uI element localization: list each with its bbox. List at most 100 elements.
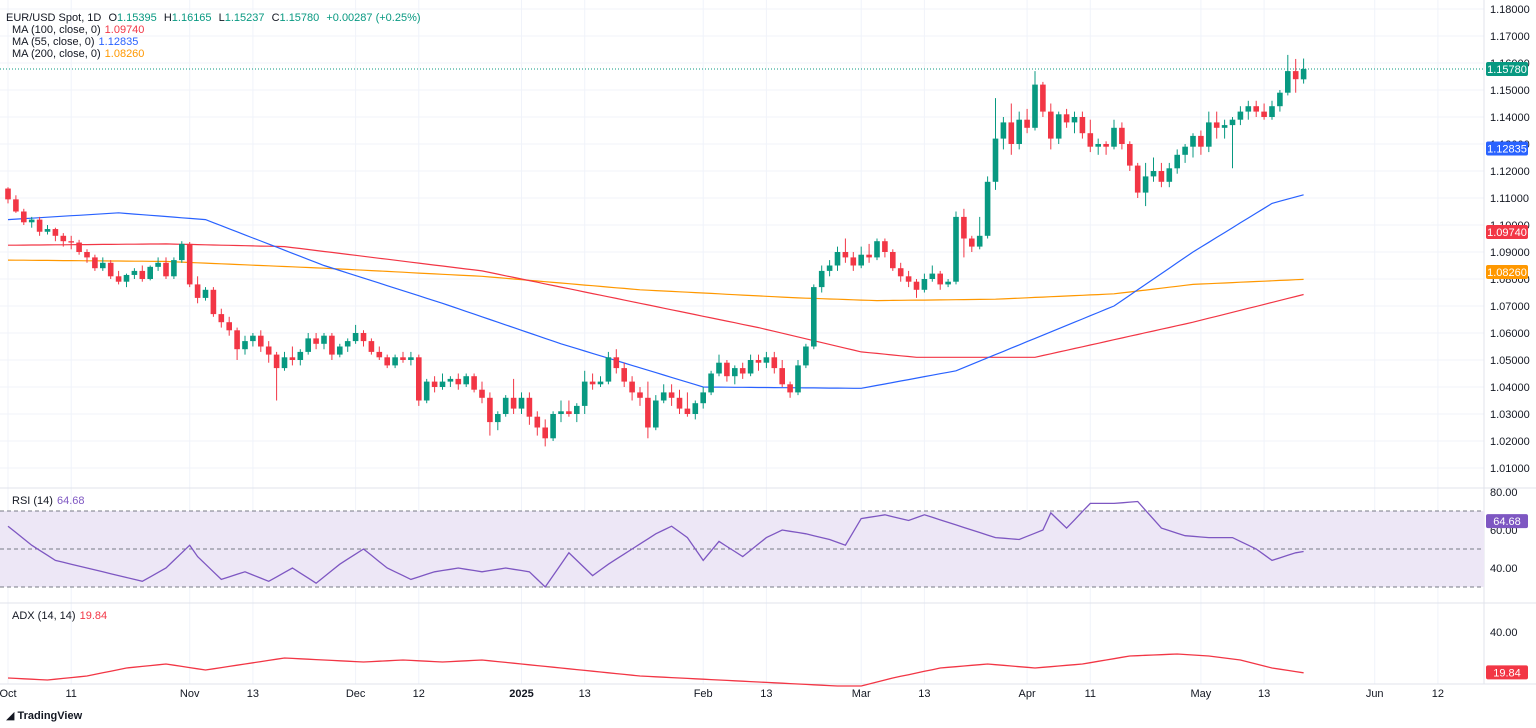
candle-body: [281, 357, 288, 369]
change-value: +0.00287 (+0.25%): [326, 12, 421, 24]
ma55-legend: MA (55, close, 0) 1.12835: [12, 36, 142, 48]
candle-body: [321, 335, 327, 344]
close-value: 1.15780: [279, 12, 320, 24]
time-tick-label: Oct: [0, 688, 17, 700]
candle-body: [818, 270, 825, 288]
candle-body: [179, 243, 185, 261]
candle-body: [811, 287, 817, 347]
ma200-badge-bg: [1486, 264, 1528, 279]
candle-body: [147, 266, 153, 279]
ma55-label: MA (55, close, 0): [12, 36, 95, 48]
time-tick-label: Dec: [346, 688, 366, 700]
time-tick-label: 13: [579, 688, 591, 700]
rsi-label: RSI (14): [12, 495, 53, 507]
candle-body: [882, 241, 888, 252]
candle-body: [739, 368, 746, 374]
candle-body: [1040, 84, 1046, 112]
adx-label: ADX (14, 14): [12, 610, 76, 622]
candle-body: [28, 219, 35, 223]
candle-body: [510, 397, 517, 409]
candle-body: [1190, 135, 1196, 147]
candle-body: [100, 262, 106, 269]
last-price-badge: 1.15780: [1487, 64, 1527, 76]
adx-legend: ADX (14, 14) 19.84: [12, 610, 111, 622]
ma55-line: [7, 194, 1304, 389]
price-tick-label: 1.06000: [1490, 328, 1530, 340]
candle-body: [1111, 127, 1117, 147]
candle-body: [518, 397, 525, 409]
candle-body: [676, 397, 683, 409]
candle-body: [858, 254, 864, 266]
candle-body: [597, 381, 604, 385]
ma200-legend: MA (200, close, 0) 1.08260: [12, 48, 148, 60]
candle-body: [653, 400, 659, 428]
candle-body: [976, 235, 983, 247]
candle-body: [1229, 119, 1236, 126]
candle-body: [684, 408, 691, 414]
time-tick-label: 13: [918, 688, 930, 700]
candle-body: [866, 254, 872, 258]
candle-body: [787, 384, 793, 393]
ma100-label: MA (100, close, 0): [12, 24, 101, 36]
candle-body: [700, 392, 706, 404]
candle-body: [471, 376, 477, 390]
rsi-legend: RSI (14) 64.68: [12, 495, 89, 507]
candle-body: [463, 376, 469, 385]
candle-body: [961, 216, 967, 239]
price-tick-label: 1.17000: [1490, 31, 1530, 43]
price-tick-label: 1.18000: [1490, 4, 1530, 16]
candle-body: [313, 338, 319, 344]
candle-body: [779, 368, 785, 385]
candle-body: [297, 351, 304, 360]
rsi-value: 64.68: [56, 495, 85, 507]
adx-line: [7, 653, 1304, 687]
rsi-badge-bg: [1486, 514, 1528, 529]
ma55-badge: 1.12835: [1487, 143, 1527, 155]
candle-body: [795, 365, 801, 393]
candle-body: [732, 368, 738, 377]
time-tick-label: 11: [1085, 688, 1096, 700]
candle-body: [139, 270, 146, 279]
ma200-line: [7, 259, 1304, 302]
time-tick-label: 13: [1258, 688, 1270, 700]
candle-body: [1277, 92, 1283, 107]
candle-body: [542, 427, 548, 439]
candle-body: [1174, 154, 1180, 169]
candle-body: [897, 268, 904, 277]
candle-body: [921, 279, 928, 290]
price-tick-label: 1.15000: [1490, 85, 1530, 97]
candle-body: [953, 216, 959, 282]
rsi-tick-label: 80.00: [1490, 487, 1518, 499]
candle-body: [1300, 68, 1307, 80]
candle-body: [352, 333, 359, 342]
candle-body: [439, 381, 446, 387]
candle-body: [834, 252, 841, 266]
price-tick-label: 1.04000: [1490, 382, 1530, 394]
time-tick-label: 13: [760, 688, 772, 700]
candle-body: [724, 362, 730, 377]
ma100-line: [8, 243, 1304, 358]
candle-body: [526, 397, 533, 417]
ma100-value: 1.09740: [104, 24, 145, 36]
candle-body: [60, 235, 67, 242]
candle-body: [1127, 144, 1133, 166]
candle-body: [416, 357, 422, 401]
candle-body: [92, 257, 98, 269]
candle-body: [692, 403, 699, 414]
candle-body: [384, 357, 390, 366]
candle-body: [1150, 171, 1157, 177]
price-tick-label: 1.12000: [1490, 166, 1530, 178]
ma200-label: MA (200, close, 0): [12, 48, 101, 60]
candle-body: [1008, 122, 1015, 144]
candle-body: [1237, 111, 1244, 120]
candle-body: [534, 416, 541, 428]
price-tick-label: 1.01000: [1490, 463, 1530, 475]
time-tick-label: Mar: [852, 688, 871, 700]
candle-body: [660, 392, 667, 401]
candle-body: [1000, 122, 1007, 139]
rsi-tick-label: 40.00: [1490, 563, 1518, 575]
adx-tick-label: 40.00: [1490, 627, 1518, 639]
low-value: 1.15237: [224, 12, 265, 24]
candle-body: [1134, 165, 1141, 193]
